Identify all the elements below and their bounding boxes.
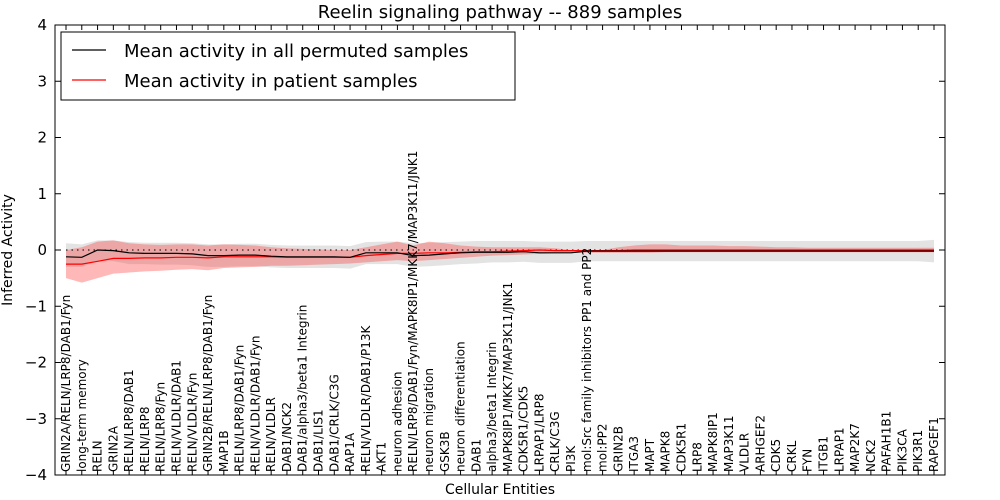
- x-tick-label: neuron differentiation: [454, 341, 468, 472]
- x-tick-label: GRIN2B/RELN/LRP8/DAB1/Fyn: [201, 295, 215, 472]
- x-tick-label: PIK3CA: [895, 428, 909, 472]
- x-tick-label: long-term memory: [75, 359, 89, 472]
- x-tick-label: PI3K: [564, 445, 578, 472]
- x-tick-label: neuron migration: [422, 368, 436, 472]
- x-tick-label: DAB1/NCK2: [280, 402, 294, 472]
- x-tick-label: neuron adhesion: [390, 371, 404, 472]
- x-tick-label: RELN/VLDLR/DAB1/P13K: [359, 325, 373, 472]
- legend-label-permuted: Mean activity in all permuted samples: [124, 41, 468, 62]
- legend-label-patient: Mean activity in patient samples: [124, 71, 418, 92]
- x-tick-label: RELN/VLDLR/DAB1/Fyn: [248, 336, 262, 472]
- x-tick-label: FYN: [801, 449, 815, 472]
- x-tick-label: CDK5: [769, 439, 783, 472]
- x-tick-label: RELN/LRP8: [138, 406, 152, 472]
- x-tick-label: MAPK8IP1: [706, 412, 720, 472]
- x-axis-label: Cellular Entities: [445, 482, 555, 498]
- y-tick-label: 4: [37, 16, 47, 34]
- x-tick-label: PIK3R1: [911, 430, 925, 472]
- x-tick-label: RAPGEF1: [927, 417, 941, 472]
- x-tick-label: AKT1: [375, 442, 389, 472]
- x-tick-label: MAPT: [643, 438, 657, 472]
- y-tick-label: 2: [37, 129, 47, 147]
- x-tick-label: ITGA3: [627, 436, 641, 472]
- x-tick-label: DAB1/CRLK/C3G: [327, 374, 341, 472]
- x-tick-label: DAB1/alpha3/beta1 Integrin: [296, 305, 310, 472]
- x-tick-label: RELN/LRP8/DAB1: [122, 369, 136, 472]
- x-tick-label: GRIN2A: [106, 425, 120, 472]
- x-tick-label: RAP1A: [343, 432, 357, 472]
- x-tick-label: MAPK8IP1/MKK7/MAP3K11/JNK1: [501, 282, 515, 472]
- x-tick-label: CRKL: [785, 440, 799, 472]
- x-tick-label: RELN: [91, 440, 105, 472]
- x-tick-label: LRP8: [690, 442, 704, 472]
- x-tick-label: DAB1: [469, 439, 483, 472]
- y-axis: −4 −3 −2 −1 0 1 2 3 4: [25, 16, 945, 484]
- x-tick-label: RELN/VLDLR: [264, 397, 278, 472]
- series-line-0: [65, 249, 934, 258]
- x-tick-label: MAPK8: [659, 431, 673, 472]
- y-tick-label: −2: [25, 354, 47, 372]
- x-tick-label: DAB1/LIS1: [312, 409, 326, 472]
- y-tick-label: 1: [37, 185, 47, 203]
- x-tick-label: CDK5R1: [675, 423, 689, 472]
- series-line-1: [66, 249, 934, 265]
- x-tick-label: MAP1B: [217, 430, 231, 472]
- chart-title: Reelin signaling pathway -- 889 samples: [318, 2, 682, 23]
- x-tick-label: LRPAP1/LRP8: [533, 393, 547, 472]
- x-tick-label: NCK2: [864, 439, 878, 472]
- x-tick-label: RELN/LRP8/DAB1/Fyn: [233, 345, 247, 472]
- y-tick-label: −4: [25, 466, 47, 484]
- x-tick-label: RELN/LRP8/Fyn: [154, 382, 168, 472]
- x-tick-label: ITGB1: [817, 436, 831, 472]
- y-tick-label: 3: [37, 72, 47, 90]
- x-tick-label: CRLK/C3G: [548, 411, 562, 472]
- legend: Mean activity in all permuted samples Me…: [60, 31, 516, 101]
- x-tick-label: mol:Src family inhibitors PP1 and PP2: [580, 248, 594, 472]
- x-tick-label: MAP2K7: [848, 423, 862, 472]
- x-tick-label: MAP3K11: [722, 415, 736, 472]
- y-axis-label: Inferred Activity: [0, 194, 16, 306]
- x-axis: GRIN2A/RELN/LRP8/DAB1/Fyn long-term memor…: [59, 25, 941, 475]
- x-tick-label: ARHGEF2: [753, 415, 767, 472]
- x-tick-label: RELN/LRP8/DAB1/Fyn/MAPK8IP1/MKK7/MAP3K11…: [406, 151, 420, 472]
- y-tick-label: 0: [37, 241, 47, 259]
- x-tick-label: RELN/VLDLR/Fyn: [185, 373, 199, 472]
- x-tick-label: VLDLR: [738, 433, 752, 472]
- confidence-bands: [66, 239, 934, 283]
- x-tick-label: LRPAP1: [832, 427, 846, 472]
- band-series-0: [66, 239, 934, 269]
- x-tick-label: RELN/VLDLR/DAB1: [170, 360, 184, 472]
- x-tick-label: alpha3/beta1 Integrin: [485, 342, 499, 472]
- y-tick-label: −3: [25, 410, 47, 428]
- x-tick-label: GRIN2B: [611, 426, 625, 472]
- y-tick-label: −1: [25, 297, 47, 315]
- legend-box: [60, 31, 516, 101]
- x-tick-label: GRIN2A/RELN/LRP8/DAB1/Fyn: [59, 295, 73, 472]
- x-tick-label: GSK3B: [438, 431, 452, 472]
- x-tick-label: mol:PP2: [596, 423, 610, 472]
- x-tick-label: CDK5R1/CDK5: [517, 386, 531, 472]
- series-lines: [65, 249, 934, 265]
- x-tick-label: PAFAH1B1: [880, 411, 894, 472]
